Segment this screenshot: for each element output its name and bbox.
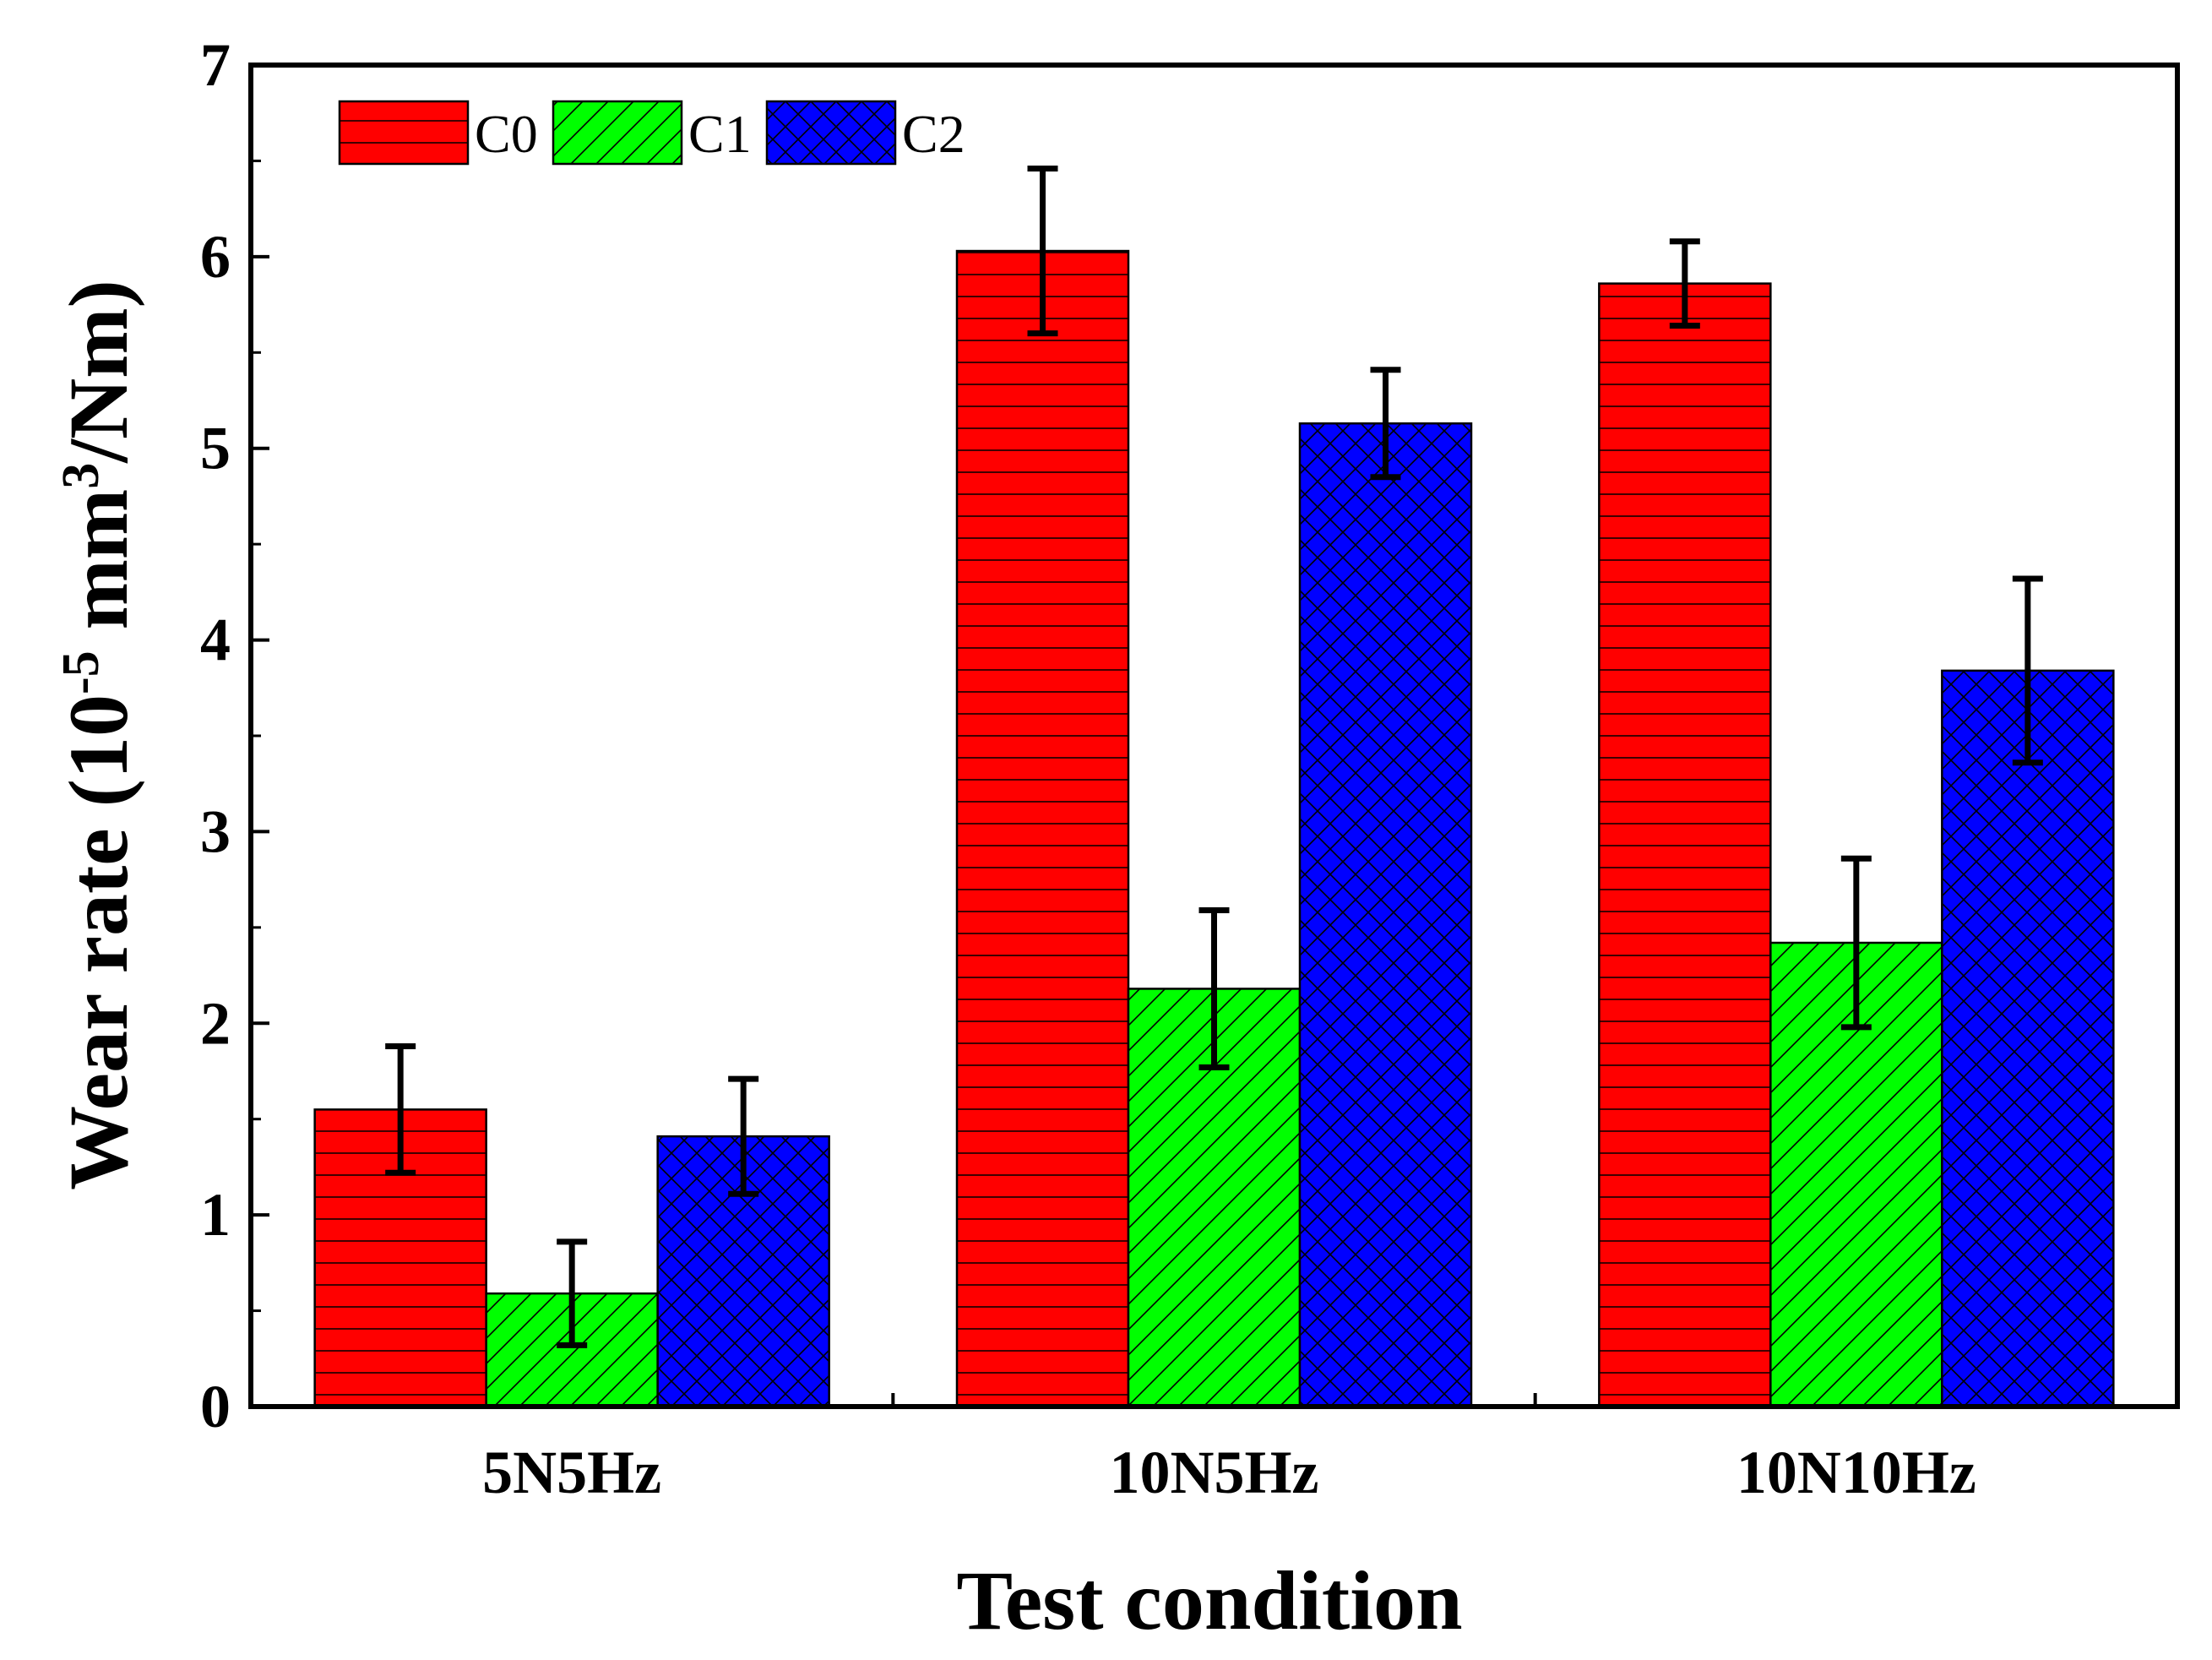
error-bar-c2-5n5hz: [728, 1075, 759, 1197]
error-bar-c1-10n10hz: [1840, 855, 1872, 1031]
y-tick-label-5: 5: [200, 415, 231, 482]
error-bar-c2-10n5hz: [1370, 367, 1401, 481]
bar-hatch-c2-10n10hz: [1941, 669, 2115, 1408]
legend-swatch: [765, 100, 897, 166]
error-bar-c1-5n5hz: [557, 1238, 588, 1348]
legend-swatch: [552, 100, 683, 166]
error-bar-c2-10n10hz: [2012, 575, 2043, 766]
legend-item-c2: C2: [765, 100, 965, 166]
y-tick-label-6: 6: [200, 223, 231, 291]
x-tick-label-5n5hz: 5N5Hz: [482, 1439, 661, 1506]
error-bars-layer: [385, 166, 2043, 1348]
y-tick-label-1: 1: [200, 1181, 231, 1249]
bar-hatch-c2-10n5hz: [1298, 422, 1473, 1408]
legend-item-c0: C0: [338, 100, 538, 166]
legend-label: C0: [475, 104, 538, 164]
error-bar-c0-5n5hz: [385, 1043, 416, 1176]
legend: C0 C1 C2: [338, 100, 965, 166]
x-tick-label-10n10hz: 10N10Hz: [1736, 1439, 1976, 1506]
y-axis-title: Wear rate (10-5 mm3/Nm): [52, 280, 145, 1190]
y-tick-label-3: 3: [200, 797, 231, 865]
y-axis-title-exp1: -5: [52, 650, 110, 694]
error-bar-c1-10n5hz: [1198, 906, 1230, 1070]
bar-hatch-c0-10n5hz: [955, 249, 1130, 1408]
y-tick-label-2: 2: [200, 989, 231, 1057]
axes: 5N5Hz 10N5Hz 10N10Hz 0 1 2 3 4 5 6 7: [200, 31, 2180, 1506]
y-axis-title-suffix: /Nm): [52, 280, 145, 464]
y-tick-label-4: 4: [200, 607, 231, 674]
legend-label: C1: [688, 104, 752, 164]
y-axis-title-prefix: Wear rate (10: [52, 694, 145, 1190]
legend-swatch: [338, 100, 470, 166]
legend-item-c1: C1: [552, 100, 752, 166]
y-tick-label-7: 7: [200, 31, 231, 99]
bar-hatch-c0-10n10hz: [1598, 282, 1772, 1408]
error-bar-c0-10n5hz: [1027, 166, 1058, 337]
x-tick-label-10n5hz: 10N5Hz: [1110, 1439, 1319, 1506]
y-axis-title-exp2: 3: [52, 463, 110, 489]
legend-label: C2: [902, 104, 965, 164]
y-tick-label-0: 0: [200, 1373, 231, 1440]
y-axis-title-middle: mm: [52, 489, 145, 651]
error-bar-c0-10n10hz: [1669, 238, 1700, 329]
x-axis-title: Test condition: [956, 1554, 1462, 1647]
plot-frame: [248, 63, 2180, 1409]
bars-layer: [313, 249, 2115, 1408]
